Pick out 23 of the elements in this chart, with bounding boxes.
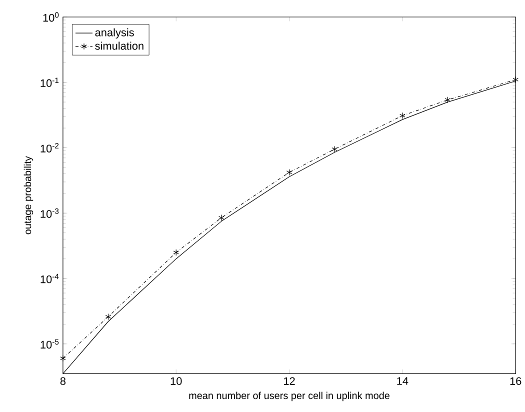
point xyxy=(400,112,406,120)
y-tick-label: 10$^{0}$ xyxy=(43,12,59,22)
y-tick-label: 10$^{-5}$ xyxy=(40,339,59,349)
point xyxy=(332,146,338,153)
point xyxy=(60,355,66,362)
point xyxy=(173,249,180,256)
legend-label: simulation xyxy=(95,42,144,50)
y-tick-label: 10$^{-3}$ xyxy=(40,208,59,218)
y-axis-title: outage probability xyxy=(24,156,34,234)
point xyxy=(105,314,112,320)
y-tick-label: 10$^{-1}$ xyxy=(40,78,59,88)
legend-label: analysis xyxy=(95,28,134,39)
x-tick-label: 10 xyxy=(170,377,182,386)
x-tick-label: 12 xyxy=(284,377,295,386)
y-tick-label: 10$^{-4}$ xyxy=(40,274,59,284)
y-tick-label: 10$^{-2}$ xyxy=(40,143,59,153)
x-tick-label: 8 xyxy=(60,377,66,386)
x-axis-title: mean number of users per cell in uplink mode xyxy=(189,392,390,402)
point xyxy=(218,214,224,222)
point xyxy=(286,169,292,176)
x-tick-label: 14 xyxy=(397,377,408,385)
x-tick-label: 16 xyxy=(510,377,522,386)
point xyxy=(444,96,451,104)
